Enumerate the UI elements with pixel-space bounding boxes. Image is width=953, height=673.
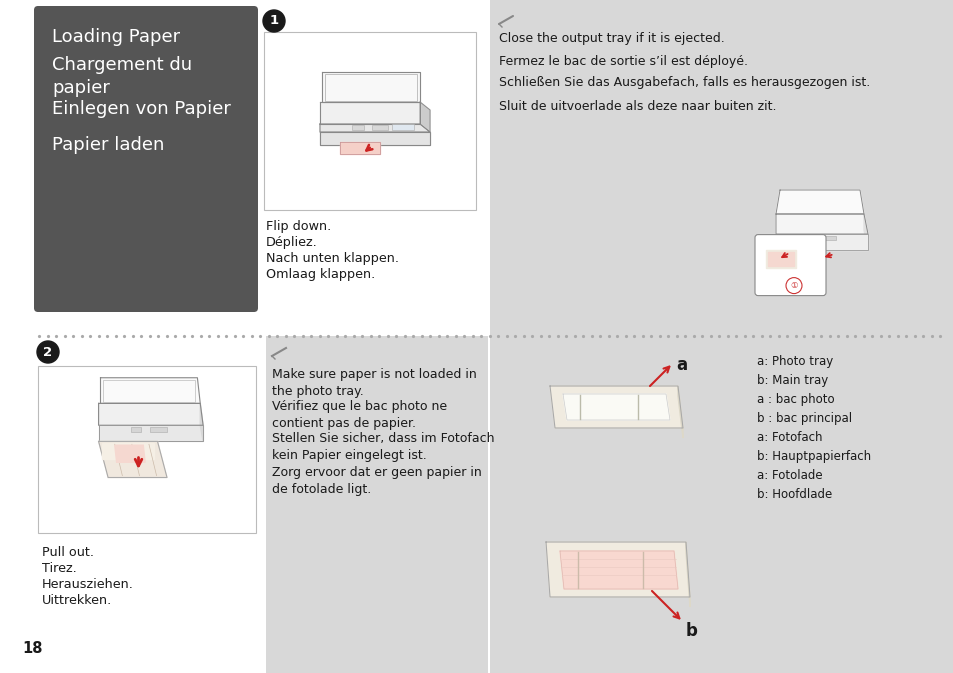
Text: Omlaag klappen.: Omlaag klappen. [266,268,375,281]
Bar [490,336,953,673]
Text: a: Fotofach: a: Fotofach [757,431,821,444]
Polygon shape [100,378,200,403]
Polygon shape [319,124,430,132]
Polygon shape [559,551,678,589]
Polygon shape [775,234,867,250]
Text: Zorg ervoor dat er geen papier in
de fotolade ligt.: Zorg ervoor dat er geen papier in de fot… [272,466,481,497]
Circle shape [263,10,285,32]
Text: b: Hoofdlade: b: Hoofdlade [757,488,831,501]
Text: Herausziehen.: Herausziehen. [42,578,133,591]
Polygon shape [98,441,167,478]
Bar [821,236,835,240]
Bar [150,427,167,432]
Polygon shape [678,386,682,438]
Bar [38,366,255,533]
Polygon shape [783,251,820,262]
Text: Close the output tray if it is ejected.: Close the output tray if it is ejected. [498,32,724,45]
Polygon shape [767,252,793,266]
Text: 1: 1 [269,15,278,28]
Text: Dépliez.: Dépliez. [266,236,317,249]
Circle shape [37,341,59,363]
Bar [131,427,141,432]
Polygon shape [319,132,430,145]
Polygon shape [765,250,795,268]
FancyBboxPatch shape [34,6,257,312]
Polygon shape [863,214,867,250]
Text: b: Hauptpapierfach: b: Hauptpapierfach [757,450,870,463]
Text: 18: 18 [22,641,43,656]
Text: Schließen Sie das Ausgabefach, falls es herausgezogen ist.: Schließen Sie das Ausgabefach, falls es … [498,76,869,89]
Text: Chargement du
papier: Chargement du papier [52,56,192,97]
Text: Nach unten klappen.: Nach unten klappen. [266,252,398,265]
Bar [490,0,953,336]
Text: b: b [685,622,698,640]
Text: Flip down.: Flip down. [266,220,331,233]
Polygon shape [775,214,867,234]
Text: b : bac principal: b : bac principal [757,412,851,425]
Bar [352,125,364,130]
Polygon shape [98,403,203,425]
Polygon shape [562,394,669,420]
Text: Make sure paper is not loaded in
the photo tray.: Make sure paper is not loaded in the pho… [272,368,476,398]
Bar [103,380,194,402]
Bar [266,336,488,673]
Text: Einlegen von Papier: Einlegen von Papier [52,100,231,118]
Text: Uittrekken.: Uittrekken. [42,594,112,607]
Bar [392,124,414,130]
FancyBboxPatch shape [754,235,825,295]
Polygon shape [550,386,682,428]
Polygon shape [200,403,203,441]
Polygon shape [545,542,689,597]
Polygon shape [419,102,430,132]
Text: a: Photo tray: a: Photo tray [757,355,832,368]
Text: Stellen Sie sicher, dass im Fotofach
kein Papier eingelegt ist.: Stellen Sie sicher, dass im Fotofach kei… [272,432,494,462]
Polygon shape [319,102,419,124]
Text: Pull out.: Pull out. [42,546,94,559]
Circle shape [785,277,801,293]
Text: a: Fotolade: a: Fotolade [757,469,821,482]
Text: ①: ① [789,281,797,290]
Text: b: Main tray: b: Main tray [757,374,827,387]
Polygon shape [322,72,419,102]
Text: Papier laden: Papier laden [52,136,164,154]
Text: Fermez le bac de sortie s’il est déployé.: Fermez le bac de sortie s’il est déployé… [498,55,747,68]
Text: a : bac photo: a : bac photo [757,393,834,406]
Polygon shape [102,444,153,458]
Text: Loading Paper: Loading Paper [52,28,180,46]
Polygon shape [114,446,145,462]
Bar [806,236,815,240]
Polygon shape [775,190,863,214]
Polygon shape [775,250,823,264]
Text: Sluit de uitvoerlade als deze naar buiten zit.: Sluit de uitvoerlade als deze naar buite… [498,100,776,113]
Text: 2: 2 [44,345,52,359]
Polygon shape [98,425,203,441]
Text: Tirez.: Tirez. [42,562,76,575]
Polygon shape [339,142,379,154]
Bar [372,125,388,130]
Text: a: a [676,356,686,374]
Text: Vérifiez que le bac photo ne
contient pas de papier.: Vérifiez que le bac photo ne contient pa… [272,400,447,431]
Polygon shape [685,542,689,607]
Bar [325,74,416,101]
Bar [264,32,476,210]
